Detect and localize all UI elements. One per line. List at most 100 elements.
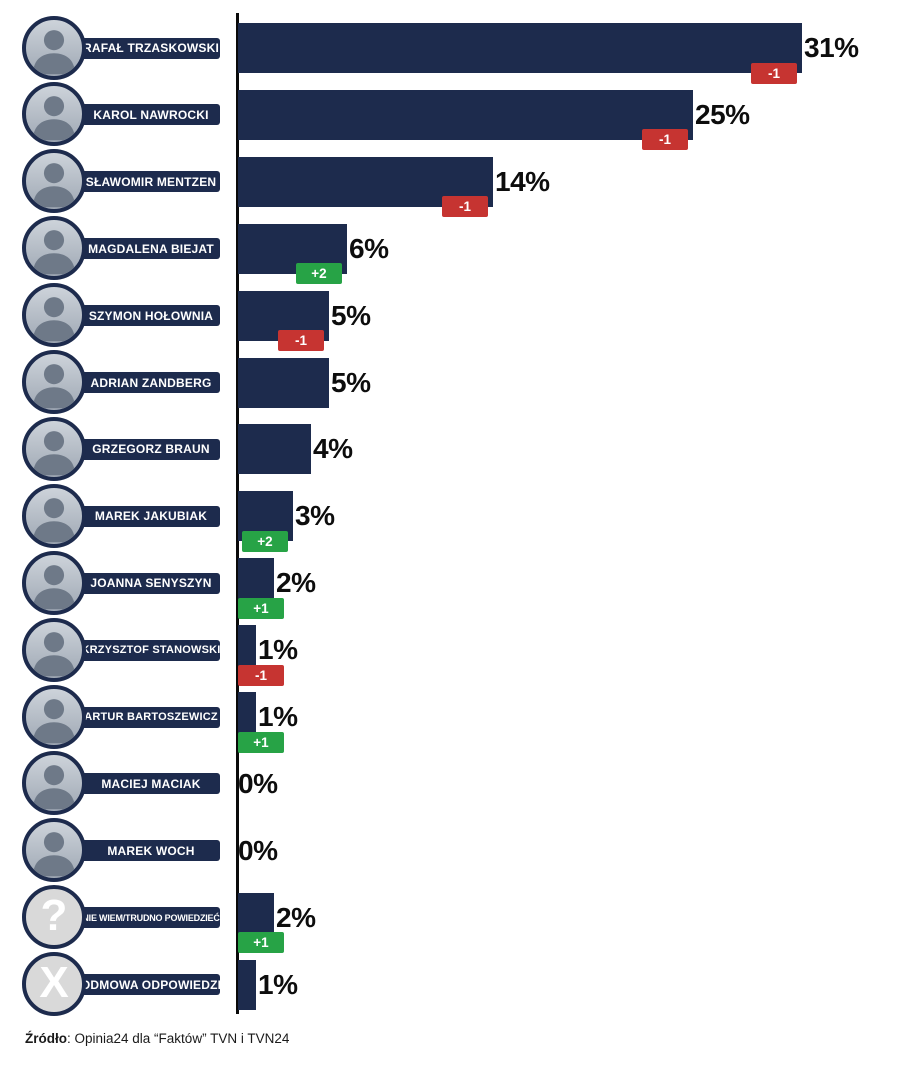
avatar bbox=[22, 216, 86, 281]
candidate-row: ARTUR BARTOSZEWICZ 1% +1 bbox=[0, 684, 900, 753]
result-bar bbox=[238, 23, 802, 73]
candidate-name: MAREK JAKUBIAK bbox=[94, 509, 208, 524]
avatar bbox=[22, 416, 86, 481]
change-badge: -1 bbox=[642, 129, 688, 151]
candidate-name-pill: NIE WIEM/TRUDNO POWIEDZIEĆ bbox=[68, 907, 220, 929]
change-badge: +2 bbox=[242, 530, 288, 552]
value-label: 14% bbox=[495, 165, 550, 197]
bar-area: 1% bbox=[238, 951, 898, 1018]
bar-area: 2% +1 bbox=[238, 884, 898, 954]
candidate-name-pill: ODMOWA ODPOWIEDZI bbox=[68, 974, 222, 996]
candidate-name-pill: ARTUR BARTOSZEWICZ bbox=[68, 706, 220, 728]
person-silhouette-icon bbox=[33, 29, 75, 74]
avatar bbox=[22, 751, 86, 816]
candidate-row: ? NIE WIEM/TRUDNO POWIEDZIEĆ 2% +1 bbox=[0, 884, 900, 954]
result-bar bbox=[238, 424, 311, 475]
value-label: 31% bbox=[804, 32, 859, 63]
candidate-name: NIE WIEM/TRUDNO POWIEDZIEĆ bbox=[82, 912, 220, 923]
change-badge: -1 bbox=[442, 196, 488, 218]
chart-axis-line bbox=[236, 13, 239, 1014]
candidate-name: ADRIAN ZANDBERG bbox=[90, 375, 212, 390]
avatar-glyph: X bbox=[39, 958, 69, 1008]
candidate-name-pill: RAFAŁ TRZASKOWSKI bbox=[68, 37, 220, 59]
person-silhouette-icon bbox=[33, 430, 75, 476]
change-badge: -1 bbox=[278, 330, 324, 352]
value-label: 4% bbox=[313, 433, 353, 465]
candidate-row: RAFAŁ TRZASKOWSKI 31% -1 bbox=[0, 15, 900, 84]
avatar bbox=[22, 15, 86, 80]
bar-area: 2% +1 bbox=[238, 550, 898, 619]
candidate-name-pill: ADRIAN ZANDBERG bbox=[68, 372, 220, 393]
candidate-row: SZYMON HOŁOWNIA 5% -1 bbox=[0, 282, 900, 352]
candidate-name-pill: SŁAWOMIR MENTZEN bbox=[68, 171, 220, 193]
bar-area: 5% -1 bbox=[238, 282, 898, 352]
person-silhouette-icon bbox=[33, 297, 75, 342]
source-label: Źródło bbox=[25, 1031, 67, 1046]
change-badge: +1 bbox=[238, 932, 284, 954]
candidate-row: MAREK WOCH 0% bbox=[0, 817, 900, 884]
person-silhouette-icon bbox=[33, 96, 75, 141]
candidate-name: ODMOWA ODPOWIEDZI bbox=[80, 977, 222, 992]
value-label: 2% bbox=[276, 567, 316, 599]
avatar bbox=[22, 149, 86, 214]
candidate-row: JOANNA SENYSZYN 2% +1 bbox=[0, 550, 900, 619]
value-label: 0% bbox=[238, 834, 278, 866]
avatar: ? bbox=[22, 885, 86, 950]
candidate-name: SZYMON HOŁOWNIA bbox=[88, 308, 214, 323]
candidate-name-pill: MAREK JAKUBIAK bbox=[68, 505, 220, 527]
candidate-name-pill: MAGDALENA BIEJAT bbox=[68, 238, 220, 260]
result-bar bbox=[238, 692, 256, 742]
value-label: 2% bbox=[276, 901, 316, 933]
change-badge: +1 bbox=[238, 731, 284, 753]
bar-area: 3% +2 bbox=[238, 483, 898, 552]
avatar bbox=[22, 818, 86, 883]
candidate-name: JOANNA SENYSZYN bbox=[90, 576, 212, 591]
candidate-row: GRZEGORZ BRAUN 4% bbox=[0, 416, 900, 483]
avatar bbox=[22, 617, 86, 682]
candidate-name: RAFAŁ TRZASKOWSKI bbox=[82, 41, 220, 55]
bar-area: 0% bbox=[238, 817, 898, 884]
avatar bbox=[22, 82, 86, 147]
person-silhouette-icon bbox=[33, 698, 75, 743]
result-bar bbox=[238, 357, 329, 408]
candidate-name-pill: MACIEJ MACIAK bbox=[68, 773, 220, 795]
source-text: Źródło: Opinia24 dla “Faktów” TVN i TVN2… bbox=[25, 1031, 289, 1046]
value-label: 0% bbox=[238, 767, 278, 799]
candidate-row: X ODMOWA ODPOWIEDZI 1% bbox=[0, 951, 900, 1018]
result-bar bbox=[238, 625, 256, 676]
avatar-glyph: ? bbox=[40, 891, 68, 941]
candidate-name: SŁAWOMIR MENTZEN bbox=[85, 174, 217, 189]
avatar: X bbox=[22, 952, 86, 1017]
bar-area: 31% -1 bbox=[238, 15, 898, 84]
candidate-name: MACIEJ MACIAK bbox=[101, 776, 201, 791]
candidate-name-pill: KRZYSZTOF STANOWSKI bbox=[68, 639, 220, 661]
candidate-row: KAROL NAWROCKI 25% -1 bbox=[0, 81, 900, 151]
change-badge: -1 bbox=[751, 62, 797, 84]
person-silhouette-icon bbox=[33, 163, 75, 208]
bar-area: 1% -1 bbox=[238, 617, 898, 686]
source-detail: : Opinia24 dla “Faktów” TVN i TVN24 bbox=[67, 1031, 290, 1046]
value-label: 6% bbox=[349, 232, 389, 264]
value-label: 3% bbox=[295, 500, 335, 532]
avatar bbox=[22, 483, 86, 548]
candidate-row: MAREK JAKUBIAK 3% +2 bbox=[0, 483, 900, 552]
avatar bbox=[22, 684, 86, 749]
person-silhouette-icon bbox=[33, 765, 75, 810]
bar-area: 1% +1 bbox=[238, 684, 898, 753]
value-label: 1% bbox=[258, 701, 298, 732]
bar-area: 5% bbox=[238, 349, 898, 416]
avatar bbox=[22, 550, 86, 615]
candidate-name: ARTUR BARTOSZEWICZ bbox=[84, 711, 218, 723]
value-label: 5% bbox=[331, 366, 371, 398]
bar-area: 6% +2 bbox=[238, 215, 898, 285]
candidate-row: KRZYSZTOF STANOWSKI 1% -1 bbox=[0, 617, 900, 686]
person-silhouette-icon bbox=[33, 832, 75, 877]
candidate-name-pill: KAROL NAWROCKI bbox=[68, 104, 220, 126]
bar-area: 14% -1 bbox=[238, 148, 898, 218]
candidate-name: MAREK WOCH bbox=[107, 843, 195, 858]
candidate-name-pill: MAREK WOCH bbox=[68, 840, 220, 862]
change-badge: +1 bbox=[238, 597, 284, 619]
candidate-row: MACIEJ MACIAK 0% bbox=[0, 750, 900, 817]
change-badge: +2 bbox=[296, 263, 342, 285]
person-silhouette-icon bbox=[33, 497, 75, 543]
